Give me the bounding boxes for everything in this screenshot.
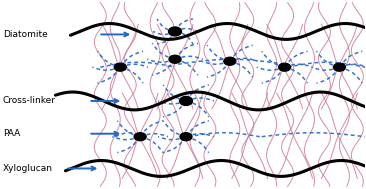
Ellipse shape [169, 55, 181, 63]
Ellipse shape [134, 133, 146, 141]
Ellipse shape [169, 27, 182, 36]
Ellipse shape [114, 63, 126, 71]
Ellipse shape [180, 133, 192, 141]
Ellipse shape [179, 97, 193, 105]
Text: Diatomite: Diatomite [3, 30, 48, 39]
Ellipse shape [224, 57, 236, 65]
Ellipse shape [333, 63, 346, 71]
Text: Cross-linker: Cross-linker [3, 96, 56, 105]
Ellipse shape [279, 63, 291, 71]
Text: Xyloglucan: Xyloglucan [3, 164, 53, 173]
Text: PAA: PAA [3, 129, 20, 138]
